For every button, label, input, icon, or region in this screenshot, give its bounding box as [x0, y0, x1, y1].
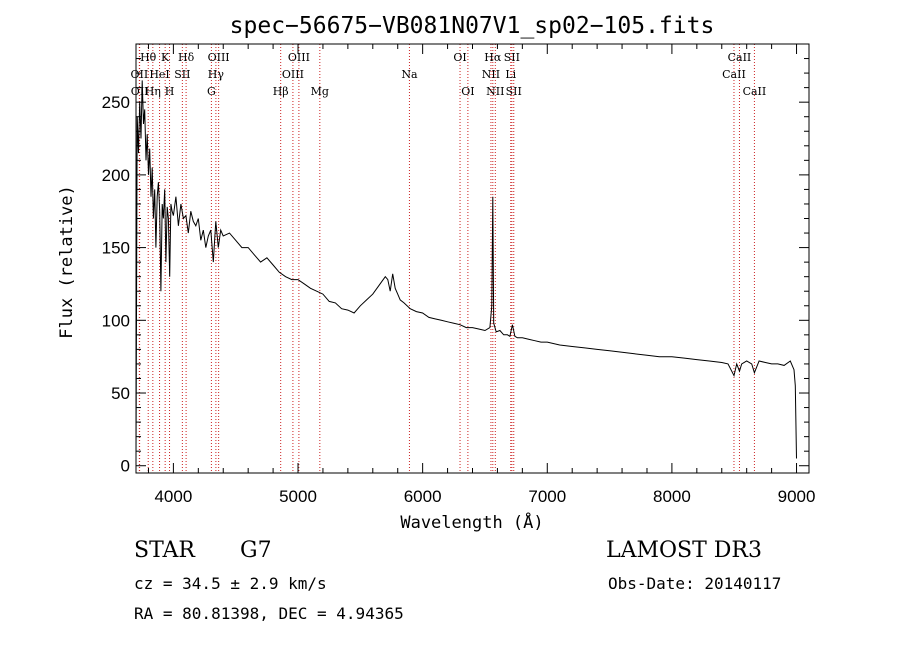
coordinates-text: RA = 80.81398, DEC = 4.94365 — [134, 604, 404, 623]
y-tick-label: 150 — [102, 239, 130, 258]
spectral-line-label: Hβ — [273, 85, 289, 98]
survey-name: LAMOST DR3 — [606, 538, 762, 563]
axis-ticks: 4000 5000 6000 7000 8000 9000 0 50 100 150 200 250 — [102, 44, 816, 506]
y-tick-label: 250 — [102, 93, 130, 112]
x-tick-label: 4000 — [154, 487, 192, 506]
redshift-text: cz = 34.5 ± 2.9 km/s — [134, 574, 327, 593]
spectral-line-label: Li — [505, 68, 516, 81]
chart-title: spec−56675−VB081N07V1_sp02−105.fits — [230, 13, 715, 39]
spectral-line-label: CaII — [743, 85, 767, 98]
spectral-line-label: Hδ — [178, 51, 195, 64]
spectral-line-label: Mg — [311, 85, 329, 98]
spectral-line-label: OIII — [208, 51, 230, 64]
spectral-line-label: OI — [461, 85, 474, 98]
spectral-line-label: NII — [482, 68, 500, 81]
spectral-line-label: K — [161, 51, 170, 64]
spectral-line-label: HeI — [149, 68, 169, 81]
spectral-line-label: NII — [486, 85, 504, 98]
object-subclass: G7 — [240, 538, 272, 563]
spectral-line-label: OIII — [282, 68, 304, 81]
obs-date-text: Obs-Date: 20140117 — [608, 574, 782, 593]
y-tick-label: 50 — [111, 384, 130, 403]
spectral-line-label: Hη — [145, 85, 161, 98]
spectral-line-label: CaII — [722, 68, 746, 81]
spectral-line-label: G — [207, 85, 216, 98]
x-tick-label: 7000 — [528, 487, 566, 506]
y-tick-label: 100 — [102, 311, 130, 330]
spectral-line-label: H — [165, 85, 175, 98]
spectral-line-markers — [138, 44, 755, 473]
x-tick-label: 6000 — [404, 487, 442, 506]
spectral-line-label: Na — [401, 68, 418, 81]
flux-series-line — [135, 80, 797, 459]
spectral-line-label: SII — [174, 68, 190, 81]
x-tick-label: 9000 — [778, 487, 816, 506]
y-tick-label: 200 — [102, 166, 130, 185]
x-tick-label: 8000 — [653, 487, 691, 506]
spectral-line-label: Hθ — [140, 51, 157, 64]
spectral-line-label: SII — [504, 51, 520, 64]
spectral-line-label: OII — [131, 85, 149, 98]
y-axis-label: Flux (relative) — [57, 185, 77, 339]
spectral-line-label: OIII — [288, 51, 310, 64]
spectral-line-label: OI — [453, 51, 466, 64]
x-tick-label: 5000 — [279, 487, 317, 506]
spectral-line-label: OII — [131, 68, 149, 81]
y-tick-label: 0 — [121, 457, 130, 476]
spectral-line-label: Hγ — [208, 68, 225, 81]
x-axis-label: Wavelength (Å) — [400, 511, 543, 533]
plot-frame — [135, 43, 810, 474]
spectral-line-label: CaII — [728, 51, 752, 64]
object-class: STAR — [134, 538, 195, 563]
spectral-line-label: Hα — [484, 51, 502, 64]
spectral-line-label: SII — [506, 85, 522, 98]
